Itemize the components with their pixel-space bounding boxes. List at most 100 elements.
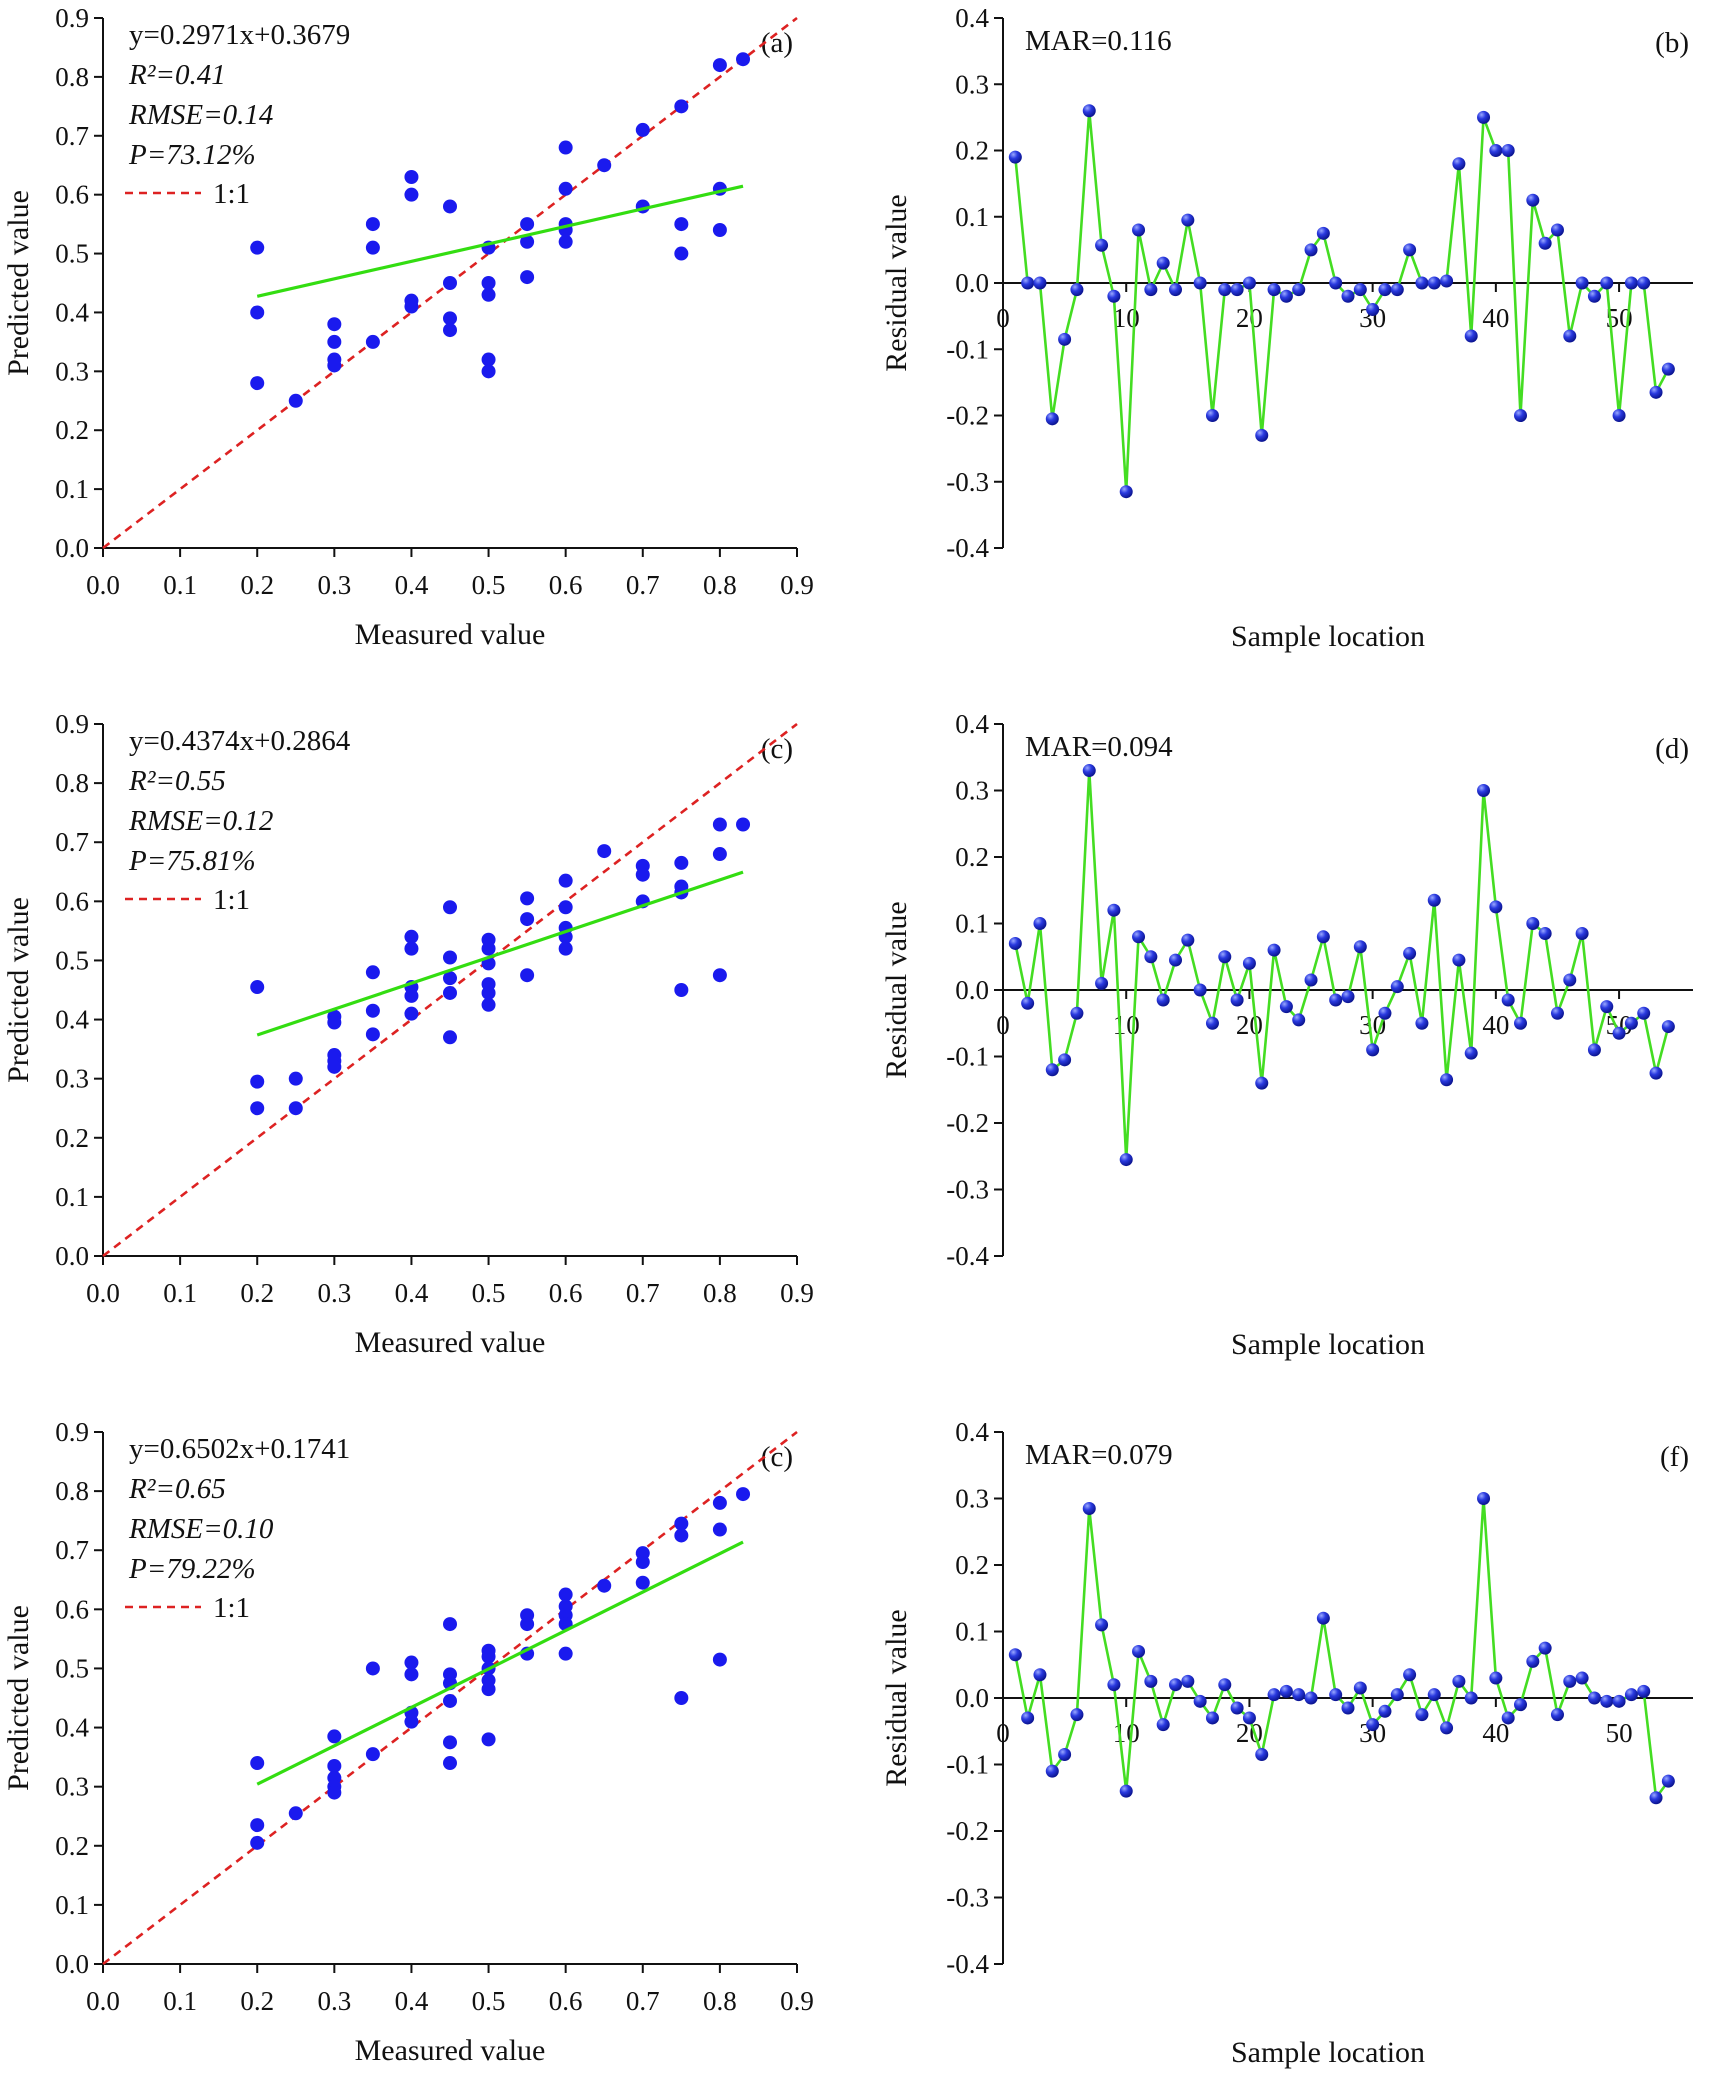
scatter-point <box>481 287 496 302</box>
y-tick-label: 0.0 <box>55 533 89 563</box>
y-tick-label: 0.7 <box>55 827 89 857</box>
y-tick-label: 0.9 <box>55 3 89 33</box>
y-axis-title: Predicted value <box>2 1605 35 1791</box>
residual-point <box>1563 1674 1577 1688</box>
scatter-point <box>481 1732 496 1747</box>
scatter-point <box>558 181 573 196</box>
y-axis-title: Residual value <box>880 1609 913 1786</box>
scatter-point <box>365 1003 380 1018</box>
r2-label: R²=0.65 <box>128 1473 226 1505</box>
r2-label: R²=0.55 <box>128 765 226 797</box>
panel-label: (d) <box>1655 733 1689 765</box>
x-tick-label: 0.5 <box>472 1986 506 2016</box>
scatter-point <box>712 847 727 862</box>
y-tick-label: 0.1 <box>955 202 989 232</box>
residual-point <box>1661 1774 1675 1788</box>
scatter-point <box>443 323 457 338</box>
scatter-point <box>250 305 265 320</box>
chart-panel-e: 0.0 0.1 0.2 0.3 0.4 0.5 0.6 0.7 0.8 0.9 0.0 0.1 0.2 0… <box>2 1417 814 2067</box>
residual-point <box>1021 276 1035 290</box>
residual-point <box>1550 1006 1564 1020</box>
scatter-point <box>404 170 419 184</box>
x-tick-label: 0.4 <box>395 570 429 600</box>
residual-point <box>1637 1006 1651 1020</box>
residual-point <box>1021 996 1035 1010</box>
residual-point <box>1316 930 1330 944</box>
scatter-point <box>404 1714 419 1729</box>
x-tick-label: 0.2 <box>240 570 274 600</box>
y-tick-label: 0.1 <box>55 474 89 504</box>
scatter-point <box>635 867 650 882</box>
residual-point <box>1304 1691 1318 1705</box>
regression-line <box>256 1540 744 1786</box>
y-tick-label: 0.1 <box>955 909 989 939</box>
residual-point <box>1637 276 1651 290</box>
scatter-point <box>597 158 612 173</box>
x-tick-label: 0.9 <box>780 570 814 600</box>
scatter-point <box>635 1575 650 1590</box>
x-tick-label: 0.4 <box>395 1278 429 1308</box>
residual-point <box>1230 1701 1244 1715</box>
residual-point <box>1218 283 1232 297</box>
y-tick-label: 0.4 <box>55 1713 89 1743</box>
y-tick-label: 0.0 <box>955 1683 989 1713</box>
residual-point <box>1169 1678 1182 1692</box>
scatter-point <box>635 122 650 137</box>
scatter-point <box>597 1578 612 1593</box>
x-tick-label: 0.9 <box>780 1986 814 2016</box>
residual-point <box>1550 223 1564 237</box>
scatter-point <box>674 246 689 261</box>
residual-point <box>1378 1704 1392 1718</box>
y-tick-label: 0.4 <box>955 3 989 33</box>
scatter-point <box>443 1693 457 1708</box>
legend-identity-label: 1:1 <box>213 1592 250 1624</box>
scatter-point <box>597 844 612 859</box>
residual-point <box>1341 289 1355 303</box>
scatter-point <box>481 364 496 379</box>
y-tick-label: -0.1 <box>946 1042 989 1072</box>
residual-point <box>1600 1694 1614 1708</box>
scatter-point <box>558 941 573 956</box>
y-tick-label: -0.4 <box>946 1949 989 1979</box>
scatter-point <box>404 187 419 202</box>
y-tick-label: 0.3 <box>955 776 989 806</box>
y-tick-label: 0.9 <box>55 1417 89 1447</box>
residual-point <box>1538 926 1552 940</box>
y-tick-label: 0.3 <box>955 1484 989 1514</box>
x-axis-title: Measured value <box>355 618 546 651</box>
x-axis-title: Sample location <box>1231 1328 1425 1361</box>
residual-point <box>1477 110 1491 124</box>
residual-point <box>1501 144 1515 157</box>
residual-point <box>1550 1708 1564 1722</box>
residual-point <box>1477 1492 1491 1505</box>
x-tick-label: 0.1 <box>163 1278 197 1308</box>
residual-point <box>1390 980 1404 994</box>
residual-point <box>1452 157 1466 171</box>
scatter-point <box>712 968 727 983</box>
residual-point <box>1132 930 1146 944</box>
y-tick-label: -0.3 <box>946 467 989 497</box>
residual-point <box>1279 1684 1293 1698</box>
x-tick-label: 0 <box>996 303 1010 333</box>
equation-label: y=0.6502x+0.1741 <box>129 1433 350 1465</box>
residual-point <box>1366 1718 1380 1732</box>
y-tick-label: -0.2 <box>946 1108 989 1138</box>
scatter-point <box>481 1682 496 1697</box>
scatter-point <box>520 891 535 906</box>
residual-point <box>1538 1641 1552 1655</box>
residual-point <box>1193 276 1207 290</box>
residual-point <box>1132 223 1146 237</box>
residual-line <box>1014 109 1670 493</box>
residual-point <box>1489 1671 1503 1685</box>
residual-point <box>1514 1016 1527 1030</box>
residual-point <box>1008 1648 1022 1662</box>
scatter-point <box>712 1652 727 1667</box>
residual-point <box>1193 983 1207 997</box>
residual-point <box>1181 1674 1195 1688</box>
scatter-point <box>365 1747 380 1762</box>
residual-point <box>1045 412 1059 426</box>
scatter-point <box>365 217 380 232</box>
scatter-point <box>250 1101 265 1116</box>
residual-point <box>1156 256 1170 270</box>
residual-point <box>1353 283 1367 297</box>
